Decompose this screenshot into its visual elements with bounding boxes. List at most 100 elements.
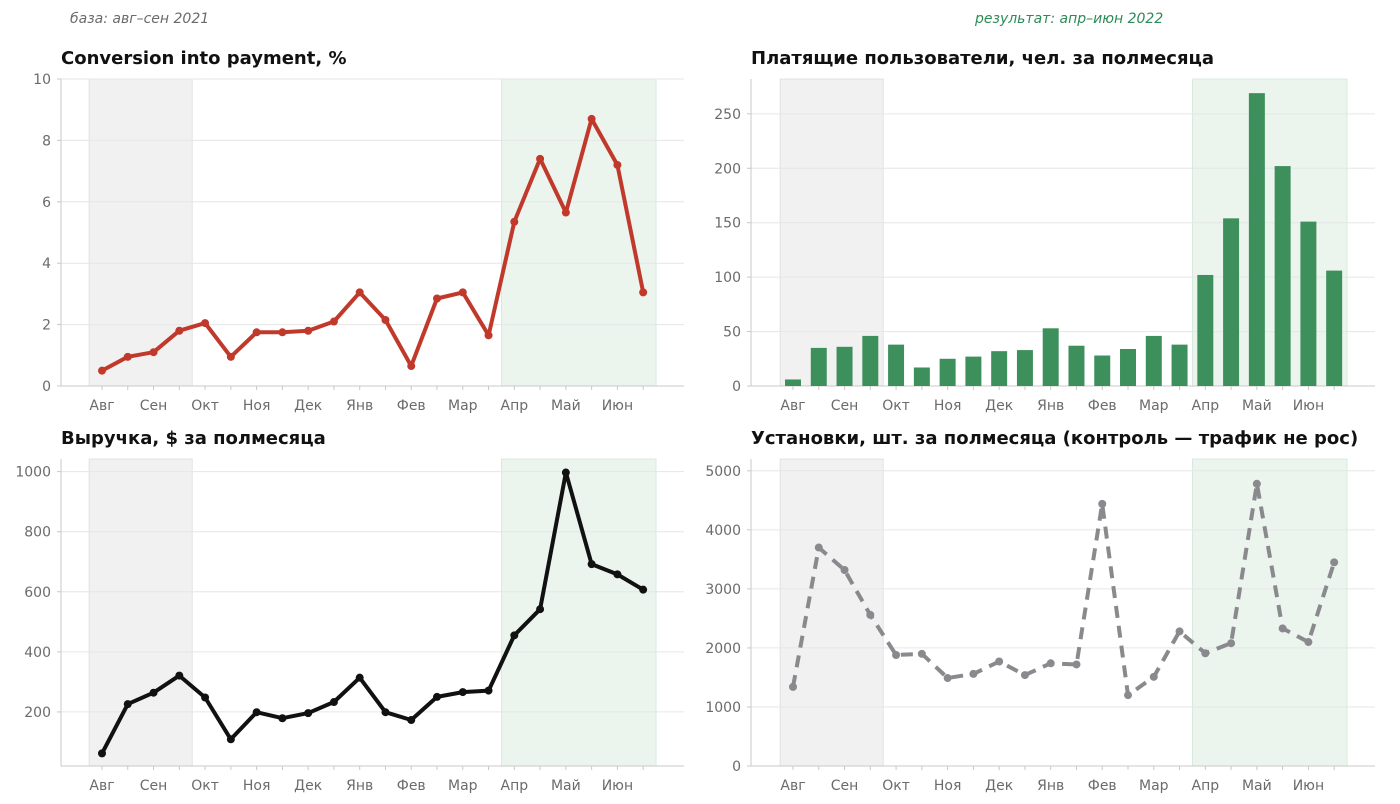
data-point <box>613 570 622 579</box>
data-point <box>613 160 622 169</box>
bar <box>913 367 930 386</box>
data-point <box>1046 659 1055 668</box>
data-point <box>1278 624 1287 633</box>
y-tick-label: 1000 <box>15 465 51 481</box>
y-tick-label: 100 <box>714 270 741 286</box>
data-point <box>1227 639 1236 648</box>
data-point <box>407 362 416 371</box>
bar <box>1094 355 1111 386</box>
bar <box>862 335 879 386</box>
x-tick-label: Апр <box>501 398 529 414</box>
x-tick-label: Окт <box>882 398 910 414</box>
x-tick-label: Янв <box>1037 778 1064 794</box>
result-period-shade <box>1192 458 1348 767</box>
y-tick-label: 200 <box>714 161 741 177</box>
y-tick-label: 150 <box>714 216 741 232</box>
data-point <box>381 315 390 324</box>
y-tick-label: 4 <box>42 256 51 272</box>
data-point <box>355 673 364 682</box>
data-point <box>587 114 596 123</box>
data-point <box>149 688 158 697</box>
x-tick-label: Фев <box>397 778 426 794</box>
x-tick-label: Мар <box>448 398 478 414</box>
data-point <box>304 326 313 335</box>
installs-chart-title: Установки, шт. за полмесяца (контроль — … <box>751 428 1359 449</box>
y-tick-label: 0 <box>42 379 51 395</box>
bar <box>1326 270 1343 386</box>
y-tick-label: 2000 <box>705 641 741 657</box>
data-point <box>1175 627 1184 636</box>
data-point <box>866 610 875 619</box>
bar <box>1171 344 1188 386</box>
x-tick-label: Дек <box>985 778 1013 794</box>
data-point <box>407 716 416 725</box>
data-point <box>1124 691 1133 700</box>
data-point <box>149 348 158 357</box>
x-tick-label: Июн <box>1293 778 1324 794</box>
bar <box>836 346 853 386</box>
data-point <box>995 657 1004 666</box>
bar <box>785 379 801 386</box>
x-tick-label: Янв <box>1037 398 1064 414</box>
x-tick-label: Май <box>551 778 581 794</box>
result-period-shade <box>1192 78 1348 387</box>
x-tick-label: Окт <box>191 778 219 794</box>
base-period-shade <box>779 458 884 767</box>
y-tick-label: 0 <box>732 379 741 395</box>
data-point <box>123 352 132 361</box>
conversion-chart-title: Conversion into payment, % <box>61 48 347 69</box>
x-tick-label: Янв <box>346 778 373 794</box>
x-tick-label: Авг <box>780 398 805 414</box>
x-tick-label: Май <box>1242 398 1272 414</box>
bar <box>939 358 956 386</box>
y-tick-label: 2 <box>42 318 51 334</box>
series-line <box>791 481 1337 698</box>
x-tick-label: Сен <box>831 778 859 794</box>
result-period-shade <box>501 458 657 767</box>
data-point <box>1252 479 1261 488</box>
revenue-chart-title: Выручка, $ за полмесяца <box>61 428 326 449</box>
data-point <box>329 698 338 707</box>
data-point <box>304 709 313 718</box>
base-period-shade <box>88 458 193 767</box>
x-tick-label: Май <box>1242 778 1272 794</box>
data-point <box>969 669 978 678</box>
data-point <box>433 692 442 701</box>
data-point <box>98 749 106 758</box>
x-tick-label: Июн <box>602 398 633 414</box>
data-point <box>561 468 570 477</box>
data-point <box>1020 671 1029 680</box>
x-tick-label: Авг <box>89 398 114 414</box>
data-point <box>278 714 287 723</box>
result-period-note: результат: апр–июн 2022 <box>975 11 1164 27</box>
data-point <box>892 651 901 660</box>
data-point <box>1304 638 1313 647</box>
data-point <box>381 708 390 717</box>
x-tick-label: Ноя <box>934 778 962 794</box>
bar <box>1145 335 1162 386</box>
data-point <box>943 674 952 683</box>
x-tick-label: Окт <box>191 398 219 414</box>
data-point <box>458 688 467 697</box>
y-tick-label: 400 <box>24 645 51 661</box>
bar <box>810 347 827 386</box>
x-tick-label: Июн <box>602 778 633 794</box>
x-tick-label: Май <box>551 398 581 414</box>
y-tick-label: 600 <box>24 585 51 601</box>
data-point <box>201 693 210 702</box>
x-tick-label: Фев <box>1088 398 1117 414</box>
data-point <box>98 366 106 375</box>
x-tick-label: Авг <box>780 778 805 794</box>
base-period-shade <box>779 78 884 387</box>
data-point <box>484 686 493 695</box>
x-tick-label: Сен <box>831 398 859 414</box>
bar <box>965 356 982 386</box>
y-tick-label: 3000 <box>705 582 741 598</box>
x-tick-label: Дек <box>294 398 322 414</box>
data-point <box>226 352 235 361</box>
bar <box>888 344 905 386</box>
bar <box>1248 93 1265 387</box>
data-point <box>1072 660 1081 669</box>
series-line <box>100 470 646 756</box>
